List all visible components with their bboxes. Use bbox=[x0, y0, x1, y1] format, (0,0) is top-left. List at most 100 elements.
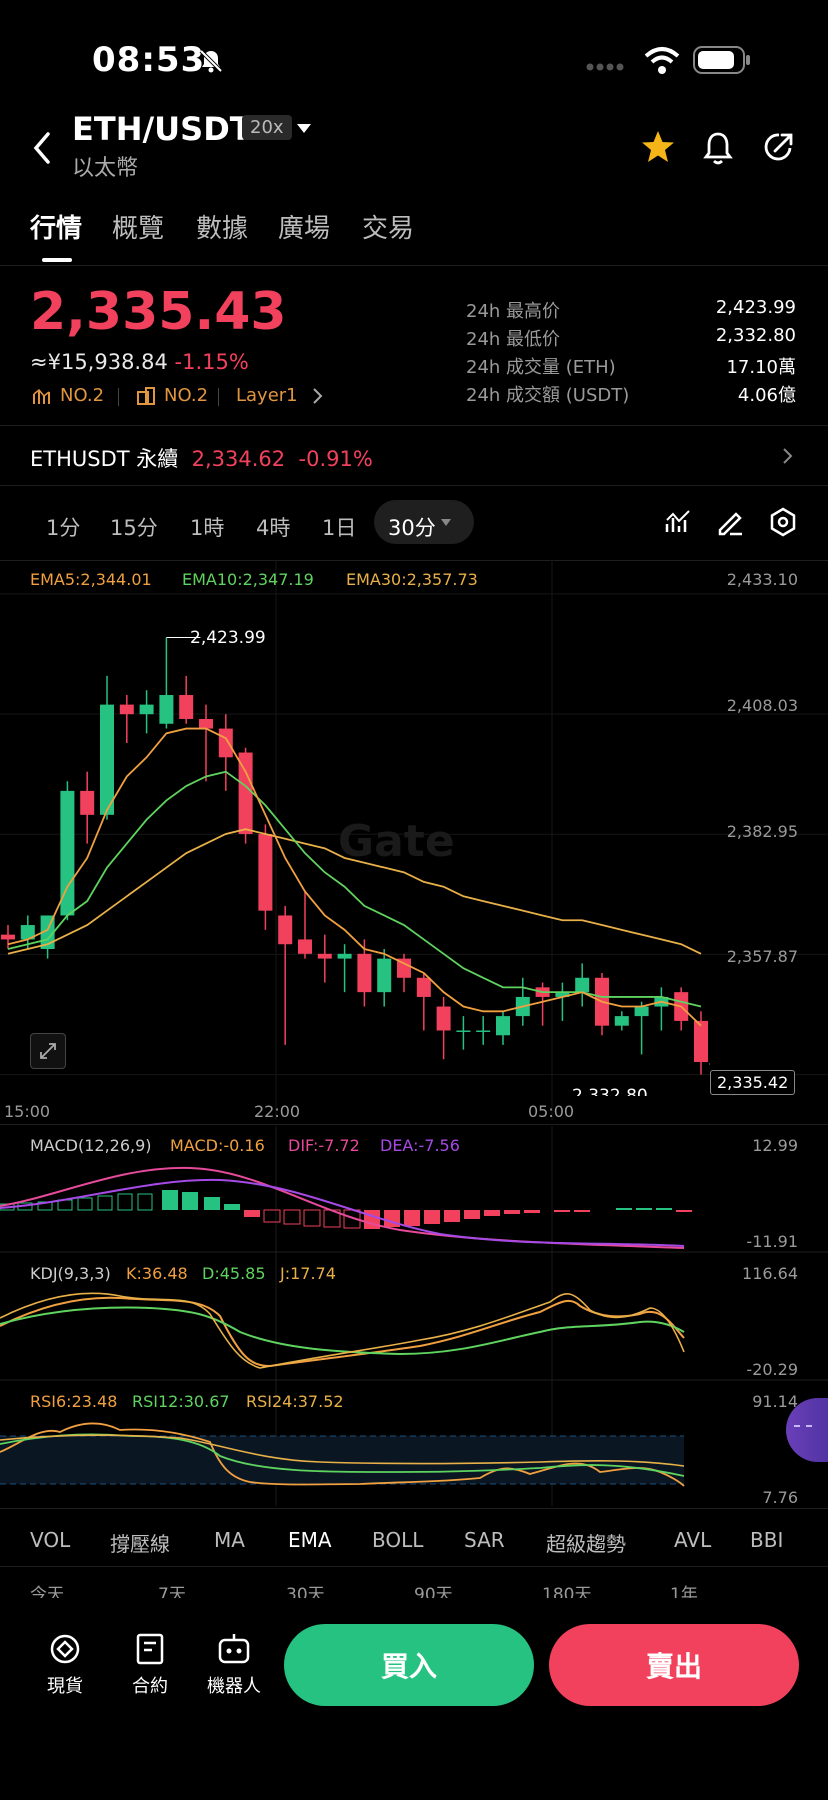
tab-square[interactable]: 廣場 bbox=[278, 214, 331, 244]
time-axis-label: 05:00 bbox=[528, 1102, 575, 1121]
floating-assistant-button[interactable] bbox=[786, 1398, 828, 1462]
price-axis-label: 2,433.10 bbox=[726, 570, 798, 589]
pair-title[interactable]: ETH/USDT bbox=[72, 110, 252, 148]
stat-value-low: 2,332.80 bbox=[715, 325, 796, 346]
chevron-right-icon[interactable] bbox=[312, 387, 324, 405]
kdj-j: J:17.74 bbox=[280, 1264, 336, 1283]
sell-button[interactable]: 賣出 bbox=[549, 1624, 799, 1706]
rank-badge-1[interactable]: NO.2 bbox=[60, 385, 105, 406]
range-180d[interactable]: 180天 bbox=[542, 1585, 592, 1600]
fullscreen-button[interactable] bbox=[30, 1033, 66, 1069]
indicator-boll[interactable]: BOLL bbox=[372, 1528, 424, 1552]
candle-body bbox=[476, 1030, 491, 1032]
indicator-ema[interactable]: EMA bbox=[288, 1528, 332, 1552]
timeframe-1d[interactable]: 1日 bbox=[322, 516, 357, 540]
candle-body bbox=[80, 790, 95, 815]
timeframe-15m[interactable]: 15分 bbox=[110, 516, 158, 540]
candle-body bbox=[614, 1016, 629, 1026]
candle-body bbox=[496, 1016, 510, 1036]
kdj-d: D:45.85 bbox=[202, 1264, 266, 1283]
rank-badge-2[interactable]: NO.2 bbox=[164, 385, 209, 406]
robot-icon[interactable] bbox=[216, 1630, 252, 1666]
pair-dropdown-icon[interactable] bbox=[296, 123, 312, 135]
wifi-icon bbox=[644, 47, 680, 74]
stat-label-low: 24h 最低价 bbox=[466, 329, 561, 350]
macd-dif: DIF:-7.72 bbox=[288, 1136, 360, 1155]
indicator-support-resistance[interactable]: 撐壓線 bbox=[110, 1532, 170, 1556]
timeframe-1m[interactable]: 1分 bbox=[46, 516, 81, 540]
candle-body bbox=[357, 953, 372, 993]
indicator-avl[interactable]: AVL bbox=[674, 1528, 712, 1552]
pair-subtitle: 以太幣 bbox=[72, 156, 139, 181]
range-today[interactable]: 今天 bbox=[30, 1585, 64, 1600]
indicator-supertrend[interactable]: 超級趨勢 bbox=[546, 1532, 626, 1556]
cny-price: ≈¥15,938.84 -1.15% bbox=[30, 350, 249, 374]
main-chart-divider bbox=[0, 1124, 828, 1125]
chart-settings-icon[interactable] bbox=[768, 507, 798, 537]
ticker-divider bbox=[0, 425, 828, 426]
timeframe-1h[interactable]: 1時 bbox=[190, 516, 225, 540]
timeframe-4h[interactable]: 4時 bbox=[256, 516, 291, 540]
alert-bell-icon[interactable] bbox=[702, 130, 734, 166]
tab-market[interactable]: 行情 bbox=[30, 214, 83, 244]
nav-contract[interactable]: 合約 bbox=[132, 1676, 168, 1697]
range-7d[interactable]: 7天 bbox=[158, 1585, 186, 1600]
spot-icon[interactable] bbox=[48, 1632, 82, 1666]
share-icon[interactable] bbox=[762, 130, 796, 164]
ema5-line bbox=[7, 727, 702, 1027]
ema30-line bbox=[7, 828, 702, 955]
ema30-legend: EMA30:2,357.73 bbox=[346, 570, 478, 589]
indicator-vol[interactable]: VOL bbox=[30, 1528, 71, 1552]
candle-body bbox=[199, 718, 213, 729]
stat-value-turnover: 4.06億 bbox=[737, 385, 796, 406]
timeframe-30m[interactable]: 30分 bbox=[388, 516, 436, 540]
range-30d[interactable]: 30天 bbox=[286, 1585, 325, 1600]
badge-divider bbox=[118, 388, 119, 406]
draw-pencil-icon[interactable] bbox=[716, 508, 744, 536]
candle-body bbox=[119, 704, 134, 715]
tab-overview[interactable]: 概覽 bbox=[112, 214, 165, 244]
candle-body bbox=[60, 790, 75, 916]
last-price-tag: 2,335.42 bbox=[710, 1070, 796, 1095]
timeframe-dropdown-icon[interactable] bbox=[440, 518, 452, 528]
back-icon[interactable] bbox=[30, 130, 54, 166]
rsi12-legend: RSI12:30.67 bbox=[132, 1392, 230, 1411]
contract-icon[interactable] bbox=[134, 1632, 166, 1666]
price-axis-label: 2,408.03 bbox=[726, 696, 798, 715]
buy-button[interactable]: 買入 bbox=[284, 1624, 534, 1706]
indicator-bbi[interactable]: BBI bbox=[750, 1528, 784, 1552]
tab-trade[interactable]: 交易 bbox=[362, 214, 415, 244]
low-annotation: 2,332.80 bbox=[572, 1086, 648, 1096]
indicator-panels[interactable] bbox=[0, 1126, 828, 1506]
indicator-sar[interactable]: SAR bbox=[464, 1528, 505, 1552]
kdj-axis-bottom: -20.29 bbox=[746, 1360, 798, 1379]
tab-data[interactable]: 數據 bbox=[196, 214, 249, 244]
candle-body bbox=[159, 695, 174, 724]
perpetual-chevron-icon[interactable] bbox=[782, 447, 794, 465]
perpetual-price: 2,334.62 bbox=[191, 447, 286, 471]
range-1y[interactable]: 1年 bbox=[670, 1585, 698, 1600]
battery-icon bbox=[693, 46, 750, 74]
candle-body bbox=[694, 1020, 708, 1063]
macd-axis-top: 12.99 bbox=[752, 1136, 798, 1155]
candle-body bbox=[238, 752, 253, 834]
candle-body bbox=[397, 958, 411, 978]
tf-divider bbox=[0, 560, 828, 561]
range-90d[interactable]: 90天 bbox=[414, 1585, 453, 1600]
macd-axis-bottom: -11.91 bbox=[746, 1232, 798, 1251]
perpetual-row[interactable]: ETHUSDT 永續 2,334.62 -0.91% bbox=[30, 443, 373, 473]
nav-robot[interactable]: 機器人 bbox=[207, 1676, 261, 1697]
candle-body bbox=[337, 953, 352, 959]
macd-title: MACD(12,26,9) bbox=[30, 1136, 152, 1155]
rank-chart-icon bbox=[33, 388, 50, 404]
time-axis-label: 22:00 bbox=[254, 1102, 301, 1121]
timeframe-active-pill[interactable] bbox=[374, 500, 474, 544]
category-badge[interactable]: Layer1 bbox=[236, 385, 298, 406]
nav-spot[interactable]: 現貨 bbox=[47, 1676, 83, 1697]
stat-label-volume: 24h 成交量 (ETH) bbox=[466, 357, 616, 378]
price-axis-label: 2,357.87 bbox=[726, 947, 798, 966]
candlestick-chart[interactable] bbox=[0, 560, 828, 1120]
indicator-ma[interactable]: MA bbox=[214, 1528, 245, 1552]
star-icon[interactable] bbox=[640, 130, 676, 164]
indicator-icon[interactable] bbox=[664, 508, 692, 536]
